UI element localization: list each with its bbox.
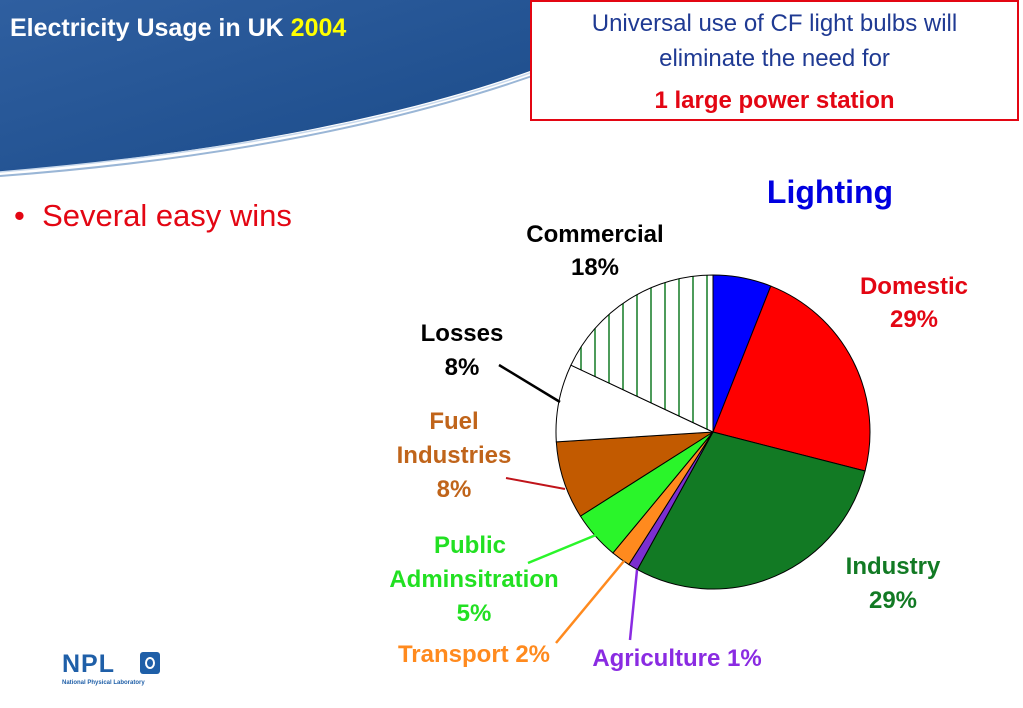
header-swoosh-1 [0, 65, 561, 177]
pie-slices [555, 274, 871, 590]
label-domestic-value: 29% [890, 306, 938, 333]
callout-box: Universal use of CF light bulbs will eli… [530, 0, 1019, 121]
slide-title-year: 2004 [290, 14, 347, 42]
callout-line-1: Universal use of CF light bulbs will [591, 10, 958, 37]
label-transport: Transport 2% [398, 641, 550, 668]
leader-line-fuel [505, 477, 566, 490]
callout-line-2: eliminate the need for [659, 45, 890, 72]
npl-emblem-icon [140, 652, 160, 674]
bullet-marker: • [14, 198, 25, 233]
label-domestic-name: Domestic [860, 273, 968, 300]
label-fuel-name: Fuel [429, 408, 478, 435]
label-fuel-name-2: Industries [397, 442, 512, 469]
label-commercial-value: 18% [571, 254, 619, 281]
header-band [0, 0, 561, 177]
leader-line-losses [498, 363, 561, 404]
label-public-value: 5% [457, 600, 492, 627]
leader-line-public [527, 533, 597, 565]
slide-title-text: Electricity Usage in UK [10, 14, 284, 42]
header-band-shape [0, 0, 560, 172]
label-public-name-2: Adminsitration [389, 566, 558, 593]
slide-title: Electricity Usage in UK 2004 [10, 14, 346, 43]
npl-logo-text: NPL [62, 650, 115, 678]
label-public-name: Public [434, 532, 506, 559]
callout-highlight: 1 large power station [654, 87, 895, 114]
label-losses-name: Losses [421, 320, 504, 347]
bullet-point: • Several easy wins [14, 198, 292, 234]
pie-slice-industry [636, 431, 866, 590]
pie-slice-domestic [712, 285, 871, 472]
pie-slice-commercial [570, 274, 714, 433]
label-lighting: Lighting [767, 174, 893, 210]
label-commercial-name: Commercial [526, 221, 663, 248]
header-swoosh-2 [0, 61, 561, 173]
npl-logo-subtitle: National Physical Laboratory [62, 680, 145, 686]
bullet-text: Several easy wins [42, 198, 292, 233]
leader-line-agriculture [628, 569, 639, 641]
leader-lines [498, 363, 639, 644]
label-losses-value: 8% [445, 354, 480, 381]
label-fuel-value: 8% [437, 476, 472, 503]
label-agriculture: Agriculture 1% [592, 645, 761, 672]
label-industry-value: 29% [869, 587, 917, 614]
slice-labels: Lighting Commercial 18% Domestic 29% Los… [389, 174, 968, 672]
label-industry-name: Industry [846, 553, 941, 580]
leader-line-transport [555, 560, 625, 644]
